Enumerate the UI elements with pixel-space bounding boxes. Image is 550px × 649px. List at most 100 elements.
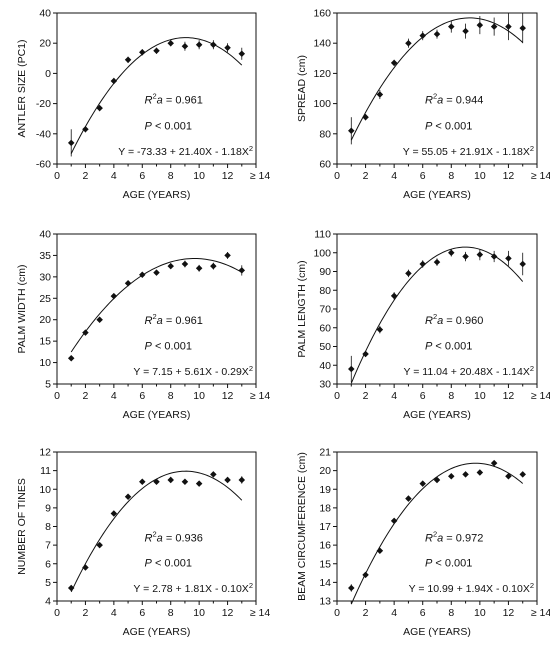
data-point — [238, 267, 246, 274]
y-tick-label: 4 — [45, 596, 51, 608]
data-point — [348, 365, 355, 373]
x-tick-label: 0 — [334, 390, 340, 402]
x-tick-label: 2 — [83, 390, 89, 402]
y-tick-label: 11 — [40, 465, 51, 477]
data-point — [505, 255, 512, 262]
data-point — [376, 547, 384, 554]
y-tick-label: 140 — [313, 38, 331, 50]
y-tick-label: 25 — [39, 293, 51, 305]
x-tick-label: 10 — [193, 170, 205, 182]
x-tick-label: 12 — [503, 170, 515, 182]
r2-annotation: R2a = 0.972 — [425, 529, 483, 544]
p-annotation: P < 0.001 — [145, 120, 192, 132]
data-point — [448, 472, 455, 480]
fit-curve — [70, 258, 243, 353]
x-axis-label: AGE (YEARS) — [123, 626, 191, 638]
x-tick-label: 6 — [139, 607, 145, 619]
x-tick-label: ≥ 14 — [250, 170, 271, 182]
x-axis-label: AGE (YEARS) — [403, 409, 471, 421]
data-point — [348, 584, 355, 592]
data-point — [405, 495, 412, 502]
x-tick-label: 0 — [54, 607, 60, 619]
equation-annotation: Y = 7.15 + 5.61X - 0.29X2 — [133, 364, 253, 378]
data-point — [362, 571, 369, 579]
y-tick-label: 30 — [39, 271, 51, 283]
data-point — [238, 50, 246, 58]
plot-frame — [56, 451, 257, 602]
data-point — [82, 564, 89, 571]
y-tick-label: 30 — [319, 379, 331, 391]
y-axis-label: NUMBER OF TINES — [16, 478, 28, 575]
data-point — [362, 350, 369, 358]
data-point — [476, 251, 484, 258]
chart-panel-6: 13 14 15 16 17 18 19 20 21 0 2 4 6 8 10 12 ≥ 14 AGE (YEAR… — [296, 447, 550, 639]
x-tick-label: 8 — [168, 607, 174, 619]
chart-panel-2: 60 80 100 120 140 160 0 2 4 6 8 10 12 ≥ 14 AGE (YEARS)… — [296, 8, 550, 202]
y-tick-label: 40 — [39, 8, 51, 20]
y-tick-label: 20 — [39, 38, 51, 50]
plot-frame — [56, 12, 257, 165]
chart-panel-4: 30 40 50 60 70 80 90 100 110 0 2 4 6 8 10 12 ≥ 14 AGE (YE… — [296, 229, 550, 422]
y-tick-label: 16 — [319, 540, 331, 552]
p-annotation: P < 0.001 — [145, 341, 192, 353]
y-tick-label: 90 — [319, 266, 331, 278]
x-tick-label: 4 — [391, 390, 397, 402]
y-tick-label: 20 — [319, 465, 331, 477]
x-tick-label: 12 — [222, 390, 234, 402]
x-tick-label: 12 — [503, 607, 515, 619]
y-tick-label: 10 — [39, 484, 51, 496]
x-axis-label: AGE (YEARS) — [403, 626, 471, 638]
x-tick-label: ≥ 14 — [531, 390, 550, 402]
y-tick-label: 100 — [313, 98, 331, 110]
y-tick-label: -60 — [36, 159, 51, 171]
data-point — [348, 127, 355, 135]
y-tick-label: -20 — [36, 98, 51, 110]
x-tick-label: 8 — [168, 390, 174, 402]
y-tick-label: 10 — [39, 357, 51, 369]
data-point — [405, 39, 412, 47]
y-tick-label: 5 — [45, 379, 51, 391]
data-point — [139, 49, 146, 56]
data-point — [96, 541, 103, 549]
x-tick-label: 10 — [474, 607, 486, 619]
x-tick-label: 2 — [363, 170, 369, 182]
plot-frame — [336, 451, 538, 602]
data-point — [238, 476, 246, 484]
y-tick-label: 35 — [39, 250, 51, 262]
data-point — [153, 47, 160, 55]
equation-annotation: Y = -73.33 + 21.40X - 1.18X2 — [118, 144, 253, 158]
y-tick-label: 110 — [314, 229, 331, 241]
x-tick-label: 12 — [222, 607, 234, 619]
data-point — [110, 77, 118, 85]
data-point — [505, 23, 512, 30]
y-tick-label: 160 — [313, 8, 331, 20]
y-axis-label: BEAM CIRCUMFERENCE (cm) — [296, 452, 308, 601]
y-tick-label: 19 — [319, 484, 331, 496]
data-point — [124, 493, 132, 500]
y-axis-label: PALM WIDTH (cm) — [16, 264, 28, 353]
data-point — [419, 260, 426, 268]
data-point — [519, 471, 526, 478]
y-tick-label: 60 — [319, 159, 331, 171]
equation-annotation: Y = 10.99 + 1.94X - 0.10X2 — [409, 581, 534, 595]
data-point — [181, 260, 189, 268]
y-tick-label: 80 — [319, 128, 331, 140]
data-point — [67, 139, 75, 147]
data-point — [419, 480, 426, 487]
y-axis-label: PALM LENGTH (cm) — [296, 260, 308, 357]
data-point — [476, 21, 484, 29]
y-tick-label: 8 — [45, 521, 51, 533]
y-tick-label: 15 — [39, 336, 51, 348]
data-point — [124, 280, 132, 287]
y-tick-label: 12 — [39, 447, 51, 459]
data-point — [210, 471, 217, 478]
data-point — [82, 126, 89, 133]
data-point — [124, 56, 132, 64]
x-tick-label: 8 — [448, 607, 454, 619]
r2-annotation: R2a = 0.960 — [425, 312, 483, 327]
y-tick-label: 40 — [319, 360, 331, 372]
data-point — [195, 480, 203, 487]
p-annotation: P < 0.001 — [145, 558, 192, 570]
data-point — [462, 253, 469, 260]
